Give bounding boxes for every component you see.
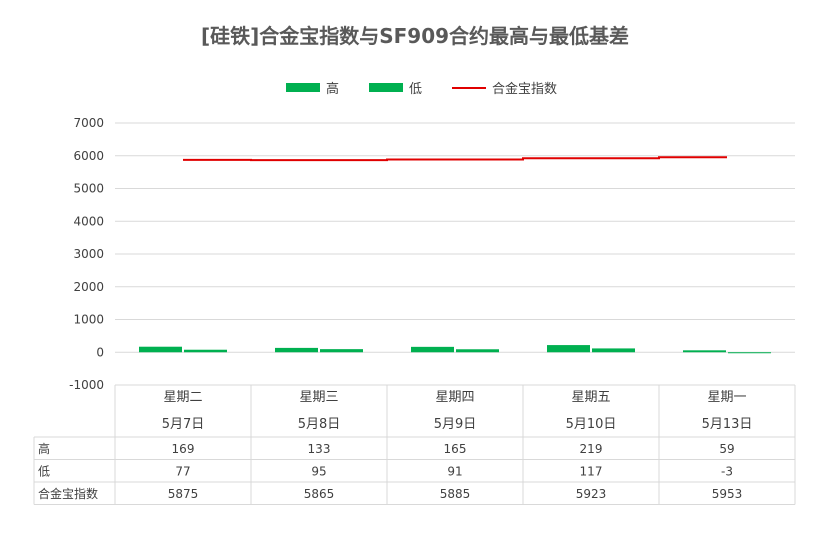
table-cell: 133 — [308, 442, 331, 456]
y-tick-label: 7000 — [73, 116, 104, 130]
x-date-label: 5月9日 — [434, 417, 477, 432]
table-cell: 219 — [580, 442, 603, 456]
y-tick-label: 4000 — [73, 214, 104, 228]
bar-high — [275, 347, 318, 353]
legend-swatch-high — [286, 83, 320, 92]
x-date-label: 5月8日 — [298, 417, 341, 432]
x-category-label: 星期三 — [299, 390, 338, 405]
chart-title: [硅铁]合金宝指数与SF909合约最高与最低基差 — [200, 24, 630, 48]
table-cell: 5875 — [168, 487, 199, 501]
legend-label-low: 低 — [409, 82, 423, 97]
table-cell: 165 — [444, 442, 467, 456]
table-cell: 77 — [175, 465, 190, 479]
table-cell: 5953 — [712, 487, 743, 501]
legend-swatch-index — [452, 86, 487, 89]
table-row-header: 高 — [38, 441, 50, 456]
table-cell: -3 — [721, 465, 733, 479]
x-date-label: 5月13日 — [702, 417, 753, 432]
y-tick-label: 5000 — [73, 182, 104, 196]
table-cell: 117 — [580, 465, 603, 479]
x-category-label: 星期一 — [707, 390, 746, 405]
legend-item-low: 低 — [369, 78, 422, 97]
y-tick-label: 1000 — [73, 313, 104, 327]
y-tick-label: 6000 — [73, 149, 104, 163]
legend-label-high: 高 — [326, 82, 340, 97]
line-series-index — [183, 156, 727, 162]
x-date-label: 5月10日 — [566, 417, 617, 432]
table-cell: 5923 — [576, 487, 607, 501]
legend-item-index: 合金宝指数 — [452, 78, 557, 97]
legend-item-high: 高 — [286, 78, 339, 97]
table-row-header: 合金宝指数 — [38, 486, 98, 501]
bar-low — [456, 349, 499, 353]
table-cell: 91 — [447, 465, 462, 479]
table-cell: 5865 — [304, 487, 335, 501]
legend-label-index: 合金宝指数 — [492, 82, 558, 97]
bar-high — [547, 345, 590, 353]
table-cell: 5885 — [440, 487, 471, 501]
x-category-label: 星期二 — [163, 390, 202, 405]
y-tick-label: 0 — [96, 345, 104, 359]
y-tick-label: 2000 — [73, 280, 104, 294]
bar-high — [683, 350, 726, 353]
legend-swatch-low — [369, 83, 404, 92]
bar-low — [320, 349, 363, 353]
table-cell: 169 — [172, 442, 195, 456]
table-cell: 95 — [311, 465, 326, 479]
bar-low — [592, 348, 635, 353]
y-tick-label: 3000 — [73, 247, 104, 261]
bar-high — [411, 346, 454, 353]
y-tick-label: -1000 — [69, 378, 104, 392]
legend: 高 低 合金宝指数 — [286, 78, 587, 97]
x-category-label: 星期四 — [435, 390, 474, 405]
bar-low — [728, 352, 771, 354]
bar-low — [184, 349, 227, 353]
table-cell: 59 — [719, 442, 734, 456]
x-date-label: 5月7日 — [162, 417, 205, 432]
table-row-header: 低 — [38, 465, 50, 479]
bar-high — [139, 346, 182, 353]
x-category-label: 星期五 — [571, 390, 610, 405]
